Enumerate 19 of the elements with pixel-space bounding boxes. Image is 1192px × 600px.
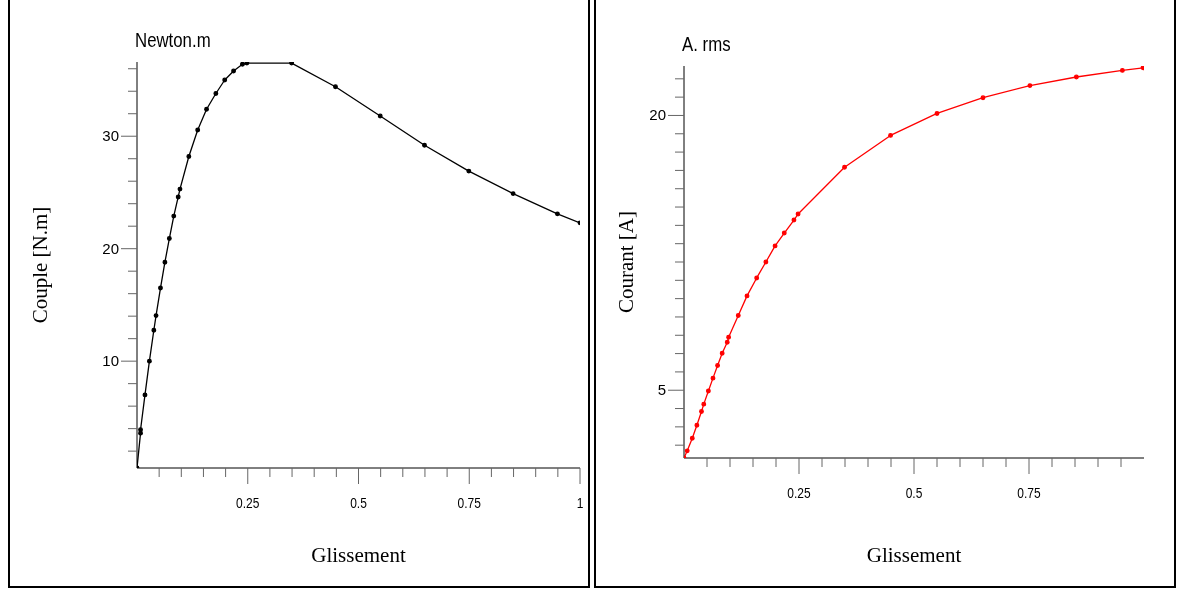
x-axis-title: Glissement	[311, 543, 406, 567]
y-tick-label: 10	[102, 352, 119, 370]
x-tick-label: 0.25	[236, 494, 260, 512]
x-tick-label: 0.25	[787, 484, 811, 502]
chart-title: A. rms	[682, 32, 731, 56]
y-tick-label: 5	[657, 381, 666, 399]
y-tick-label: 30	[102, 127, 119, 145]
y-tick-label: 20	[649, 106, 666, 124]
chart-title: Newton.m	[135, 28, 211, 52]
x-tick-label: 0.5	[350, 494, 367, 512]
x-tick-label: 0.5	[905, 484, 923, 502]
x-tick-label: 0.75	[457, 494, 481, 512]
y-tick-label: 20	[102, 239, 119, 257]
line-series	[684, 66, 1144, 458]
x-tick-label: 1	[576, 494, 584, 512]
y-axis-title: Couple [N.m]	[28, 206, 53, 324]
x-axis-title: Glissement	[866, 543, 962, 567]
y-axis-title: Courant [A]	[614, 210, 639, 314]
x-tick-label: 0.75	[1017, 484, 1041, 502]
